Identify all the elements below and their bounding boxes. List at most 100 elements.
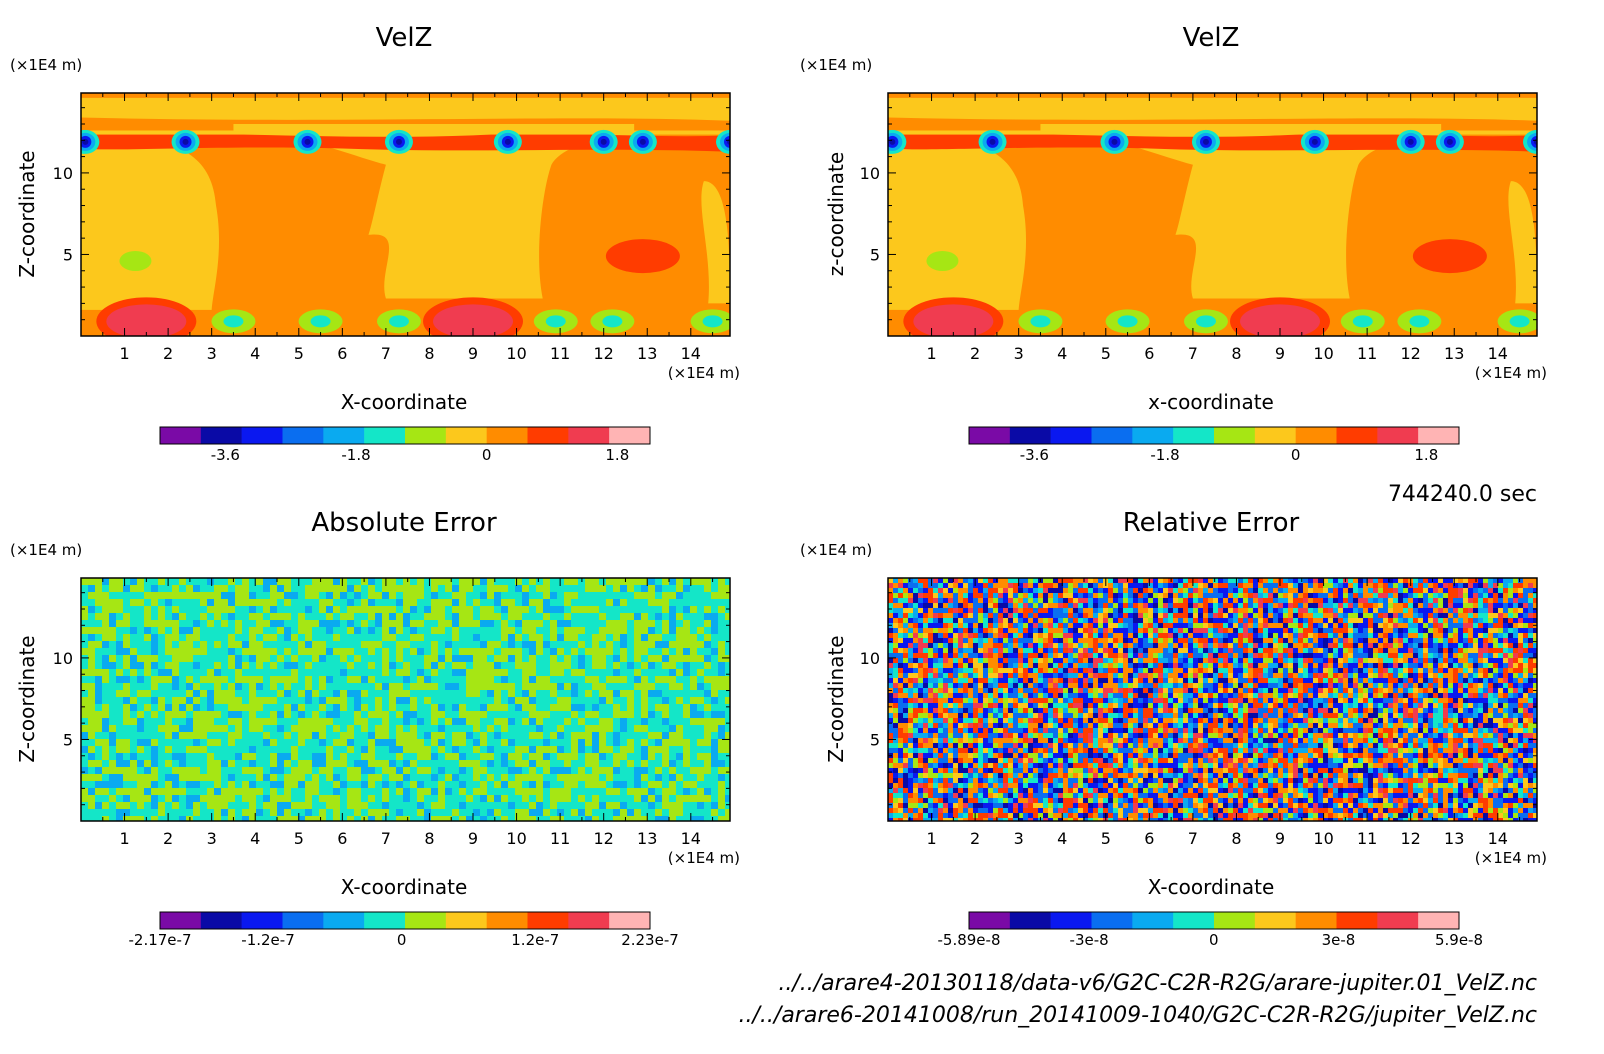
heatmap-cell (123, 613, 131, 621)
heatmap-cell (431, 816, 439, 821)
x-tick-label: 14 (681, 344, 701, 363)
heatmap-cell (893, 618, 899, 624)
heatmap-cell (368, 690, 376, 698)
heatmap-cell (1148, 613, 1154, 619)
heatmap-cell (543, 662, 551, 670)
heatmap-cell (354, 697, 362, 705)
heatmap-cell (592, 669, 600, 677)
heatmap-cell (81, 746, 89, 754)
heatmap-cell (1313, 608, 1319, 614)
heatmap-cell (1118, 588, 1124, 594)
heatmap-cell (1233, 613, 1239, 619)
heatmap-cell (417, 774, 425, 782)
heatmap-cell (1188, 593, 1194, 599)
heatmap-cell (1428, 593, 1434, 599)
heatmap-cell (298, 620, 306, 628)
heatmap-cell (1253, 603, 1259, 609)
heatmap-cell (1208, 618, 1214, 624)
heatmap-cell (368, 613, 376, 621)
heatmap-cell (592, 599, 600, 607)
heatmap-cell (501, 711, 509, 719)
heatmap-cell (1438, 593, 1444, 599)
heatmap-cell (165, 683, 173, 691)
heatmap-cell (571, 683, 579, 691)
heatmap-cell (1533, 598, 1537, 604)
heatmap-cell (697, 718, 705, 726)
heatmap-cell (291, 613, 299, 621)
heatmap-cell (214, 760, 222, 768)
heatmap-cell (235, 627, 243, 635)
heatmap-cell (389, 634, 397, 642)
heatmap-cell (291, 683, 299, 691)
heatmap-cell (690, 662, 698, 670)
heatmap-cell (137, 816, 145, 821)
heatmap-cell (410, 816, 418, 821)
heatmap-cell (711, 760, 719, 768)
heatmap-cell (473, 746, 481, 754)
heatmap-cell (948, 593, 954, 599)
heatmap-cell (578, 739, 586, 747)
heatmap-cell (256, 578, 264, 586)
heatmap-cell (424, 627, 432, 635)
heatmap-cell (933, 578, 939, 584)
heatmap-cell (648, 585, 656, 593)
heatmap-cell (725, 697, 730, 705)
heatmap-cell (1398, 578, 1404, 584)
heatmap-cell (641, 746, 649, 754)
heatmap-cell (606, 634, 614, 642)
heatmap-cell (326, 746, 334, 754)
heatmap-cell (669, 634, 677, 642)
heatmap-cell (1428, 598, 1434, 604)
heatmap-cell (473, 697, 481, 705)
heatmap-cell (529, 634, 537, 642)
heatmap-cell (312, 774, 320, 782)
heatmap-cell (361, 606, 369, 614)
heatmap-cell (564, 676, 572, 684)
heatmap-cell (494, 620, 502, 628)
heatmap-cell (1498, 603, 1504, 609)
heatmap-cell (711, 795, 719, 803)
heatmap-cell (1378, 608, 1384, 614)
heatmap-cell (620, 774, 628, 782)
heatmap-cell (1058, 578, 1064, 584)
heatmap-cell (923, 578, 929, 584)
heatmap-cell (270, 599, 278, 607)
heatmap-cell (459, 578, 467, 586)
heatmap-cell (620, 620, 628, 628)
x-tick-label: 5 (294, 829, 304, 848)
heatmap-cell (88, 718, 96, 726)
heatmap-cell (277, 676, 285, 684)
heatmap-cell (291, 599, 299, 607)
heatmap-cell (578, 669, 586, 677)
heatmap-cell (943, 598, 949, 604)
heatmap-cell (340, 690, 348, 698)
heatmap-cell (599, 753, 607, 761)
heatmap-cell (361, 662, 369, 670)
colorbar-swatch (405, 427, 447, 444)
heatmap-cell (417, 655, 425, 663)
heatmap-cell (95, 816, 103, 821)
heatmap-cell (403, 725, 411, 733)
heatmap-cell (137, 634, 145, 642)
heatmap-cell (536, 627, 544, 635)
heatmap-cell (354, 753, 362, 761)
heatmap-cell (599, 725, 607, 733)
heatmap-cell (123, 578, 131, 586)
heatmap-cell (459, 704, 467, 712)
heatmap-cell (634, 718, 642, 726)
heatmap-cell (704, 704, 712, 712)
heatmap-cell (1093, 598, 1099, 604)
heatmap-cell (578, 767, 586, 775)
heatmap-cell (501, 676, 509, 684)
heatmap-cell (193, 669, 201, 677)
heatmap-cell (1248, 583, 1254, 589)
heatmap-cell (172, 683, 180, 691)
heatmap-cell (389, 781, 397, 789)
heatmap-cell (382, 641, 390, 649)
heatmap-cell (88, 662, 96, 670)
heatmap-cell (578, 704, 586, 712)
heatmap-cell (923, 613, 929, 619)
heatmap-cell (725, 802, 730, 810)
heatmap-cell (165, 613, 173, 621)
heatmap-cell (410, 718, 418, 726)
